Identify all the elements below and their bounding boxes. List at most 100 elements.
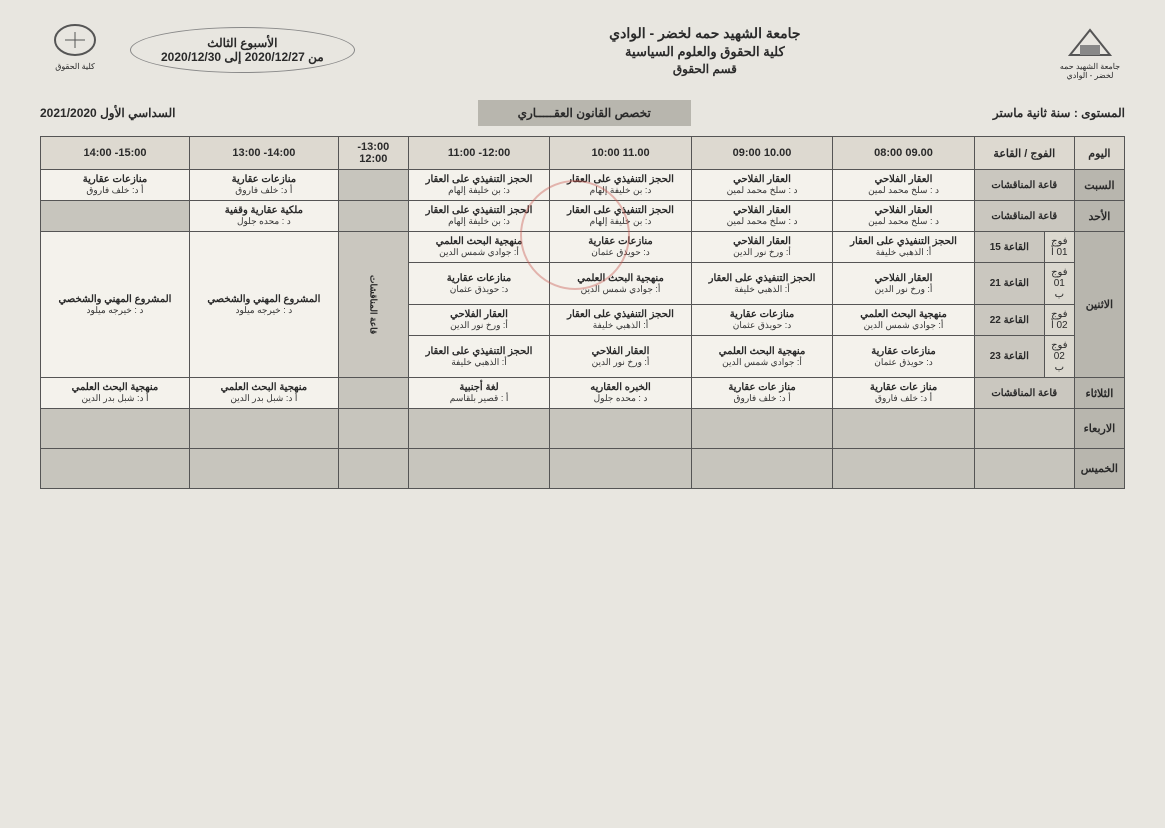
level-label: المستوى : [1074, 106, 1125, 120]
col-time4: 12:00- 11:00 [408, 137, 550, 170]
room-15: القاعة 15 [974, 232, 1044, 263]
cell: الحجز التنفيذي على العقارأ: الذهبي خليفة [408, 336, 550, 378]
cell: مناز عات عقاريةأ د: خلف فاروق [691, 378, 833, 409]
col-time1: 09.00 08:00 [833, 137, 975, 170]
week-box: الأسبوع الثالث من 2020/12/27 إلى 2020/12… [130, 27, 355, 73]
empty-cell [408, 409, 550, 449]
empty-cell [550, 409, 692, 449]
day-sun: الأحد [1074, 201, 1124, 232]
empty-cell [189, 409, 338, 449]
university-name: جامعة الشهيد حمه لخضر - الوادي [609, 25, 800, 42]
cell: الحجز التنفيذي على العقارأ: الذهبي خليفة [691, 263, 833, 305]
empty-cell [338, 409, 408, 449]
cell: منازعات عقاريةأ د: خلف فاروق [41, 170, 190, 201]
logo-left: كلية الحقوق [40, 20, 110, 80]
group-01b: فوج 01 ب [1044, 263, 1074, 305]
group-02b: فوج 02 ب [1044, 336, 1074, 378]
cell: العقار الفلاحيد : سلخ محمد لمين [833, 201, 975, 232]
empty-cell [691, 409, 833, 449]
cell: منهجية البحث العلميأ: جوادي شمس الدين [691, 336, 833, 378]
day-thu: الخميس [1074, 449, 1124, 489]
day-sat: السبت [1074, 170, 1124, 201]
cell: منازعات عقاريةد: حويذق عثمان [408, 263, 550, 305]
col-time7: 15:00- 14:00 [41, 137, 190, 170]
cell: منهجية البحث العلميأ د: شبل بدر الدين [189, 378, 338, 409]
cell: منازعات عقاريةأ د: خلف فاروق [189, 170, 338, 201]
col-day: اليوم [1074, 137, 1124, 170]
cell: منهجية البحث العلميأ: جوادي شمس الدين [408, 232, 550, 263]
row-wed: الاربعاء [41, 409, 1125, 449]
room-wed [974, 409, 1074, 449]
day-mon: الاثنين [1074, 232, 1124, 378]
meta-row: المستوى : سنة ثانية ماستر تخصص القانون ا… [40, 100, 1125, 126]
cell: ملكية عقارية وقفيةد : محده جلول [189, 201, 338, 232]
empty-cell [833, 449, 975, 489]
room-sat: قاعة المناقشات [974, 170, 1074, 201]
week-label: الأسبوع الثالث [161, 36, 324, 50]
timetable: اليوم الفوج / القاعة 09.00 08:00 10.00 0… [40, 136, 1125, 489]
logo-right-caption: جامعة الشهيد حمه لخضر - الوادي [1055, 62, 1125, 80]
row-thu: الخميس [41, 449, 1125, 489]
cell: العقار الفلاحيأ: ورخ نور الدين [550, 336, 692, 378]
empty-cell [189, 449, 338, 489]
col-time5: 13:00- 12:00 [338, 137, 408, 170]
empty-cell [41, 449, 190, 489]
empty-cell [338, 378, 408, 409]
row-sat: السبت قاعة المناقشات العقار الفلاحيد : س… [41, 170, 1125, 201]
mon-side-room: قاعة المناقشات [338, 232, 408, 378]
cell: العقار الفلاحيد : سلخ محمد لمين [691, 170, 833, 201]
room-tue: قاعة المناقشات [974, 378, 1074, 409]
col-time3: 11.00 10:00 [550, 137, 692, 170]
empty-cell [691, 449, 833, 489]
group-02a: فوج 02 أ [1044, 305, 1074, 336]
empty-cell [338, 170, 408, 201]
cell: الحجز التنفيذي على العقارأ: الذهبي خليفة [550, 305, 692, 336]
cell: منهجية البحث العلميأ: جوادي شمس الدين [833, 305, 975, 336]
room-21: القاعة 21 [974, 263, 1044, 305]
cell: الحجز التنفيذي على العقارد: بن خليفة إله… [550, 201, 692, 232]
row-tue: الثلاثاء قاعة المناقشات مناز عات عقاريةأ… [41, 378, 1125, 409]
cell: العقار الفلاحيأ: ورخ نور الدين [408, 305, 550, 336]
cell: منازعات عقاريةد: حويذق عثمان [550, 232, 692, 263]
day-wed: الاربعاء [1074, 409, 1124, 449]
empty-cell [833, 409, 975, 449]
logo-right: جامعة الشهيد حمه لخضر - الوادي [1055, 20, 1125, 80]
cell: الحجز التنفيذي على العقارد: بن خليفة إله… [550, 170, 692, 201]
faculty-name: كلية الحقوق والعلوم السياسية [609, 44, 800, 60]
col-time6: 14:00- 13:00 [189, 137, 338, 170]
row-mon-1: الاثنين فوج 01 أ القاعة 15 الحجز التنفيذ… [41, 232, 1125, 263]
semester: السداسي الأول 2021/2020 [40, 106, 175, 120]
cell: الخبره العقاريهد : محده جلول [550, 378, 692, 409]
cell: العقار الفلاحيد : سلخ محمد لمين [833, 170, 975, 201]
cell: المشروع المهني والشخصيد : خيرجه ميلود [189, 232, 338, 378]
logo-left-caption: كلية الحقوق [40, 62, 110, 71]
cell: المشروع المهني والشخصيد : خيرجه ميلود [41, 232, 190, 378]
col-group-room: الفوج / القاعة [974, 137, 1074, 170]
room-sun: قاعة المناقشات [974, 201, 1074, 232]
level-value: سنة ثانية ماستر [993, 106, 1071, 120]
cell: الحجز التنفيذي على العقارأ: الذهبي خليفة [833, 232, 975, 263]
col-time2: 10.00 09:00 [691, 137, 833, 170]
cell: العقار الفلاحيد : سلخ محمد لمين [691, 201, 833, 232]
cell: منازعات عقاريةد: حويذق عثمان [691, 305, 833, 336]
cell: لغة أجنبيةأ : قصير بلقاسم [408, 378, 550, 409]
cell: العقار الفلاحيأ: ورخ نور الدين [691, 232, 833, 263]
day-tue: الثلاثاء [1074, 378, 1124, 409]
cell: مناز عات عقاريةأ د: خلف فاروق [833, 378, 975, 409]
cell: الحجز التنفيذي على العقارد: بن خليفة إله… [408, 201, 550, 232]
empty-cell [338, 449, 408, 489]
empty-cell [41, 201, 190, 232]
cell: الحجز التنفيذي على العقارد: بن خليفة إله… [408, 170, 550, 201]
cell: منهجية البحث العلميأ د: شبل بدر الدين [41, 378, 190, 409]
cell: منهجية البحث العلميأ: جوادي شمس الدين [550, 263, 692, 305]
empty-cell [338, 201, 408, 232]
cell: العقار الفلاحيأ: ورخ نور الدين [833, 263, 975, 305]
specialization: تخصص القانون العقـــــاري [478, 100, 691, 126]
empty-cell [550, 449, 692, 489]
page-header: جامعة الشهيد حمه لخضر - الوادي جامعة الش… [40, 20, 1125, 80]
week-dates: من 2020/12/27 إلى 2020/12/30 [161, 50, 324, 64]
group-01a: فوج 01 أ [1044, 232, 1074, 263]
room-thu [974, 449, 1074, 489]
cell: منازعات عقاريةد: حويذق عثمان [833, 336, 975, 378]
row-sun: الأحد قاعة المناقشات العقار الفلاحيد : س… [41, 201, 1125, 232]
